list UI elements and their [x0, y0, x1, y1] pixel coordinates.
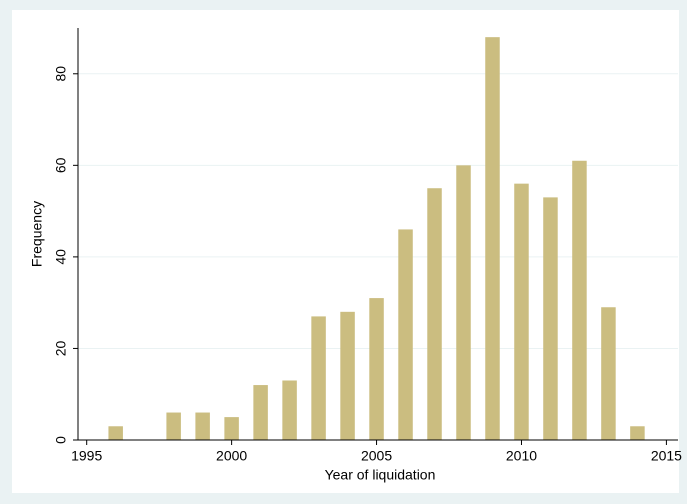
x-tick-label: 2015 — [651, 448, 682, 464]
bar — [311, 316, 326, 440]
bar — [485, 37, 500, 441]
bar — [224, 417, 239, 440]
bar — [630, 426, 645, 440]
y-axis-label: Frequency — [29, 201, 45, 267]
bar — [108, 426, 123, 440]
bar — [398, 229, 413, 440]
bar — [601, 307, 616, 440]
y-tick-label: 40 — [53, 249, 69, 265]
bar — [166, 412, 181, 440]
bar — [572, 160, 587, 440]
bar — [282, 380, 297, 440]
bar — [195, 412, 210, 440]
x-axis-label: Year of liquidation — [325, 467, 436, 483]
x-tick-label: 2010 — [506, 448, 537, 464]
y-tick-label: 60 — [53, 157, 69, 173]
bar — [253, 385, 268, 440]
bar — [427, 188, 442, 440]
y-tick-label: 80 — [53, 66, 69, 82]
y-tick-label: 20 — [53, 340, 69, 356]
x-tick-label: 2005 — [361, 448, 392, 464]
x-tick-label: 1995 — [71, 448, 102, 464]
bar — [456, 165, 471, 441]
y-tick-label: 0 — [53, 436, 69, 444]
bar — [369, 298, 384, 440]
bar — [514, 183, 529, 440]
x-tick-label: 2000 — [216, 448, 247, 464]
bar — [340, 311, 355, 440]
bar — [543, 197, 558, 440]
